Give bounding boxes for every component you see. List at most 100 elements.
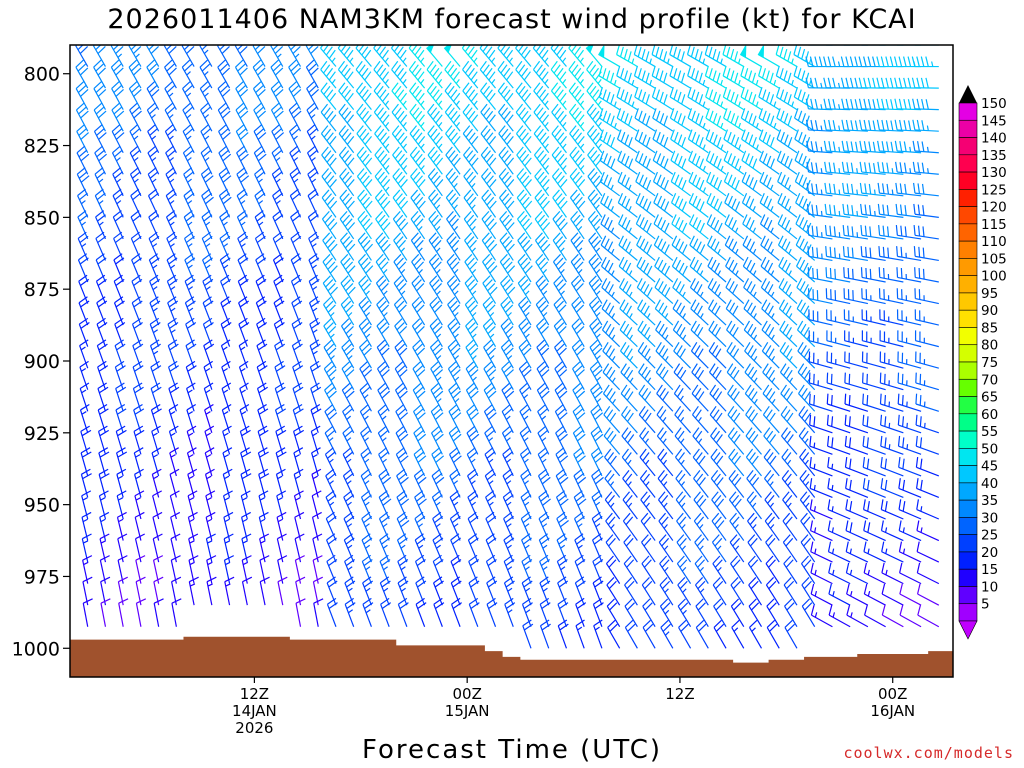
wind-barb bbox=[344, 597, 356, 627]
wind-barb bbox=[915, 414, 940, 434]
chart-title: 2026011406 NAM3KM forecast wind profile … bbox=[107, 4, 917, 35]
wind-barb bbox=[150, 404, 162, 433]
wind-barb bbox=[781, 448, 798, 477]
wind-barb bbox=[406, 45, 407, 46]
wind-barb bbox=[879, 330, 904, 348]
wind-barb bbox=[217, 45, 231, 67]
wind-barb bbox=[692, 448, 709, 477]
wind-barb bbox=[96, 317, 108, 347]
wind-barb bbox=[131, 253, 142, 283]
wind-barb bbox=[221, 404, 232, 433]
y-tick-label: 1000 bbox=[12, 638, 60, 660]
wind-barb bbox=[551, 103, 567, 132]
wind-barb bbox=[95, 274, 107, 304]
wind-barb bbox=[557, 597, 569, 627]
colorbar-label: 65 bbox=[981, 390, 998, 406]
wind-barb bbox=[447, 361, 461, 391]
wind-barb bbox=[794, 108, 816, 132]
wind-barb bbox=[824, 203, 851, 218]
wind-barb bbox=[729, 512, 745, 541]
wind-barb bbox=[183, 188, 195, 218]
wind-barb bbox=[253, 124, 267, 154]
wind-barb bbox=[634, 86, 656, 111]
wind-barb bbox=[672, 278, 691, 304]
wind-barb bbox=[200, 102, 213, 132]
wind-barb bbox=[375, 253, 390, 283]
wind-barb bbox=[140, 45, 141, 46]
wind-barb bbox=[809, 457, 833, 477]
wind-barb bbox=[779, 320, 798, 348]
wind-barb bbox=[151, 425, 161, 455]
wind-barb bbox=[133, 404, 145, 433]
wind-barb bbox=[898, 457, 922, 477]
wind-barb bbox=[444, 82, 461, 111]
wind-barb bbox=[464, 296, 479, 326]
x-tick-label: 00Z bbox=[452, 685, 481, 703]
wind-barb bbox=[414, 511, 426, 541]
colorbar-label: 95 bbox=[981, 286, 998, 302]
wind-barb bbox=[687, 65, 709, 89]
wind-barb bbox=[823, 98, 851, 111]
wind-barb bbox=[634, 108, 656, 132]
wind-barb bbox=[75, 102, 89, 132]
wind-barb bbox=[844, 393, 869, 412]
wind-barb bbox=[745, 427, 762, 455]
colorbar-label: 5 bbox=[981, 597, 990, 613]
wind-barb bbox=[483, 404, 497, 434]
wind-barb bbox=[287, 45, 302, 67]
wind-barb bbox=[288, 81, 302, 110]
wind-barb bbox=[344, 576, 356, 606]
wind-barb bbox=[555, 425, 568, 455]
wind-barb bbox=[655, 363, 674, 391]
wind-barb bbox=[517, 253, 533, 283]
wind-barb bbox=[553, 318, 567, 347]
wind-barb bbox=[129, 145, 142, 175]
wind-barb bbox=[272, 210, 284, 240]
wind-barb bbox=[340, 296, 355, 326]
wind-barb bbox=[467, 468, 479, 498]
wind-barb bbox=[96, 339, 108, 369]
wind-barb bbox=[636, 45, 638, 46]
wind-barb bbox=[881, 562, 904, 585]
colorbar-swatch bbox=[958, 309, 978, 328]
wind-barb bbox=[110, 59, 124, 89]
wind-barb bbox=[427, 103, 443, 132]
wind-barb bbox=[426, 82, 443, 111]
wind-barb bbox=[147, 167, 160, 197]
wind-barb bbox=[762, 384, 780, 412]
wind-barb bbox=[583, 45, 585, 46]
wind-barb bbox=[916, 583, 940, 606]
wind-barb bbox=[551, 125, 568, 154]
wind-barb bbox=[845, 562, 869, 585]
wind-barb bbox=[827, 520, 851, 542]
wind-barb bbox=[466, 447, 479, 477]
wind-barb bbox=[183, 167, 195, 197]
wind-barb bbox=[777, 214, 798, 240]
wind-barb bbox=[672, 320, 692, 348]
wind-barb bbox=[343, 511, 355, 541]
wind-barb bbox=[573, 447, 586, 477]
wind-barb bbox=[360, 447, 372, 477]
wind-barb bbox=[97, 425, 110, 455]
wind-barb bbox=[255, 296, 267, 326]
wind-barb bbox=[235, 81, 249, 110]
wind-barb bbox=[570, 275, 585, 304]
wind-barb bbox=[220, 317, 232, 347]
wind-barb bbox=[694, 534, 709, 563]
colorbar-swatch bbox=[958, 119, 978, 138]
wind-barb bbox=[642, 598, 656, 628]
wind-barb bbox=[555, 468, 569, 498]
colorbar-label: 90 bbox=[981, 303, 998, 319]
wind-barb bbox=[413, 447, 427, 477]
wind-barb bbox=[844, 372, 869, 391]
wind-barb bbox=[533, 103, 550, 132]
wind-barb bbox=[184, 274, 196, 304]
wind-barb bbox=[671, 235, 691, 261]
wind-barb bbox=[484, 425, 497, 455]
wind-barb bbox=[915, 457, 940, 477]
wind-barb bbox=[912, 182, 939, 197]
wind-barb bbox=[201, 188, 214, 218]
source-credit[interactable]: coolwx.com/models bbox=[843, 744, 1014, 762]
wind-barb bbox=[652, 129, 674, 154]
wind-barb bbox=[877, 203, 904, 218]
